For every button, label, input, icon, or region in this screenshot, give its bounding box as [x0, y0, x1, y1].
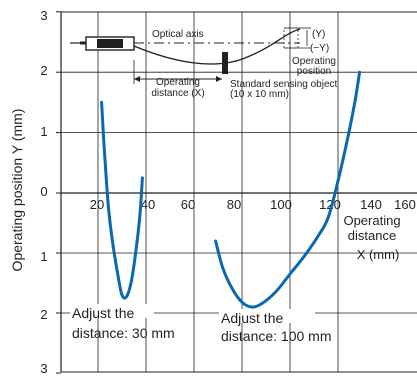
x-tick-label: 140	[360, 197, 382, 212]
series-curve-2	[214, 70, 362, 309]
sensing-object-icon	[222, 52, 228, 74]
x-tick-label: 160	[394, 197, 416, 212]
data-curves	[100, 70, 362, 309]
x-axis-label-line: distance	[348, 228, 396, 243]
inset-diagram: Optical axis (Y) (−Y) Operating position…	[70, 27, 338, 100]
y-tick-label: 0	[40, 184, 47, 199]
x-tick-label: 120	[319, 197, 341, 212]
x-tick-label: 60	[181, 197, 195, 212]
y-tick-label: 2	[40, 307, 47, 322]
x-tick-label: 20	[90, 197, 104, 212]
series-label-line: Adjust the	[72, 305, 134, 321]
y-tick-labels: 3 2 1 0 1 2 3	[40, 8, 47, 376]
y-tick-label: 3	[40, 361, 47, 376]
beam-curve	[133, 28, 301, 65]
y-plus-label: (Y)	[312, 29, 325, 40]
series-label-line: distance: 100 mm	[221, 328, 332, 344]
operating-distance-label: Operating	[156, 77, 200, 88]
y-tick-label: 2	[40, 63, 47, 78]
y-tick-label: 3	[40, 8, 47, 23]
y-axis-label: Operating position Y (mm)	[9, 109, 25, 272]
y-tick-label: 1	[40, 124, 47, 139]
x-tick-labels: 20 40 60 80 100 120 140 160	[90, 197, 416, 212]
series-curve-1	[100, 100, 144, 300]
x-axis-label-line: Operating	[343, 213, 400, 228]
x-tick-label: 40	[141, 197, 155, 212]
series-label-line: distance: 30 mm	[72, 325, 175, 341]
series-labels: Adjust the distance: 30 mm Adjust the di…	[70, 304, 332, 344]
x-tick-label: 100	[270, 197, 292, 212]
y-tick-label: 1	[40, 249, 47, 264]
optical-axis-label: Optical axis	[152, 29, 204, 40]
x-axis-label: Operating distance X (mm)	[343, 213, 400, 262]
sensing-object-label: (10 x 10 mm)	[230, 89, 289, 100]
sensor-icon	[70, 36, 135, 51]
operating-position-label: position	[297, 66, 331, 77]
x-tick-label: 80	[227, 197, 241, 212]
y-minus-label: (−Y)	[310, 43, 329, 54]
axes	[56, 11, 417, 374]
x-axis-label-line: X (mm)	[357, 247, 400, 262]
operating-distance-label: distance (X)	[151, 88, 204, 99]
operating-position-label: Operating	[292, 56, 336, 67]
sensing-object-label: Standard sensing object	[230, 79, 338, 90]
series-label-line: Adjust the	[221, 310, 283, 326]
